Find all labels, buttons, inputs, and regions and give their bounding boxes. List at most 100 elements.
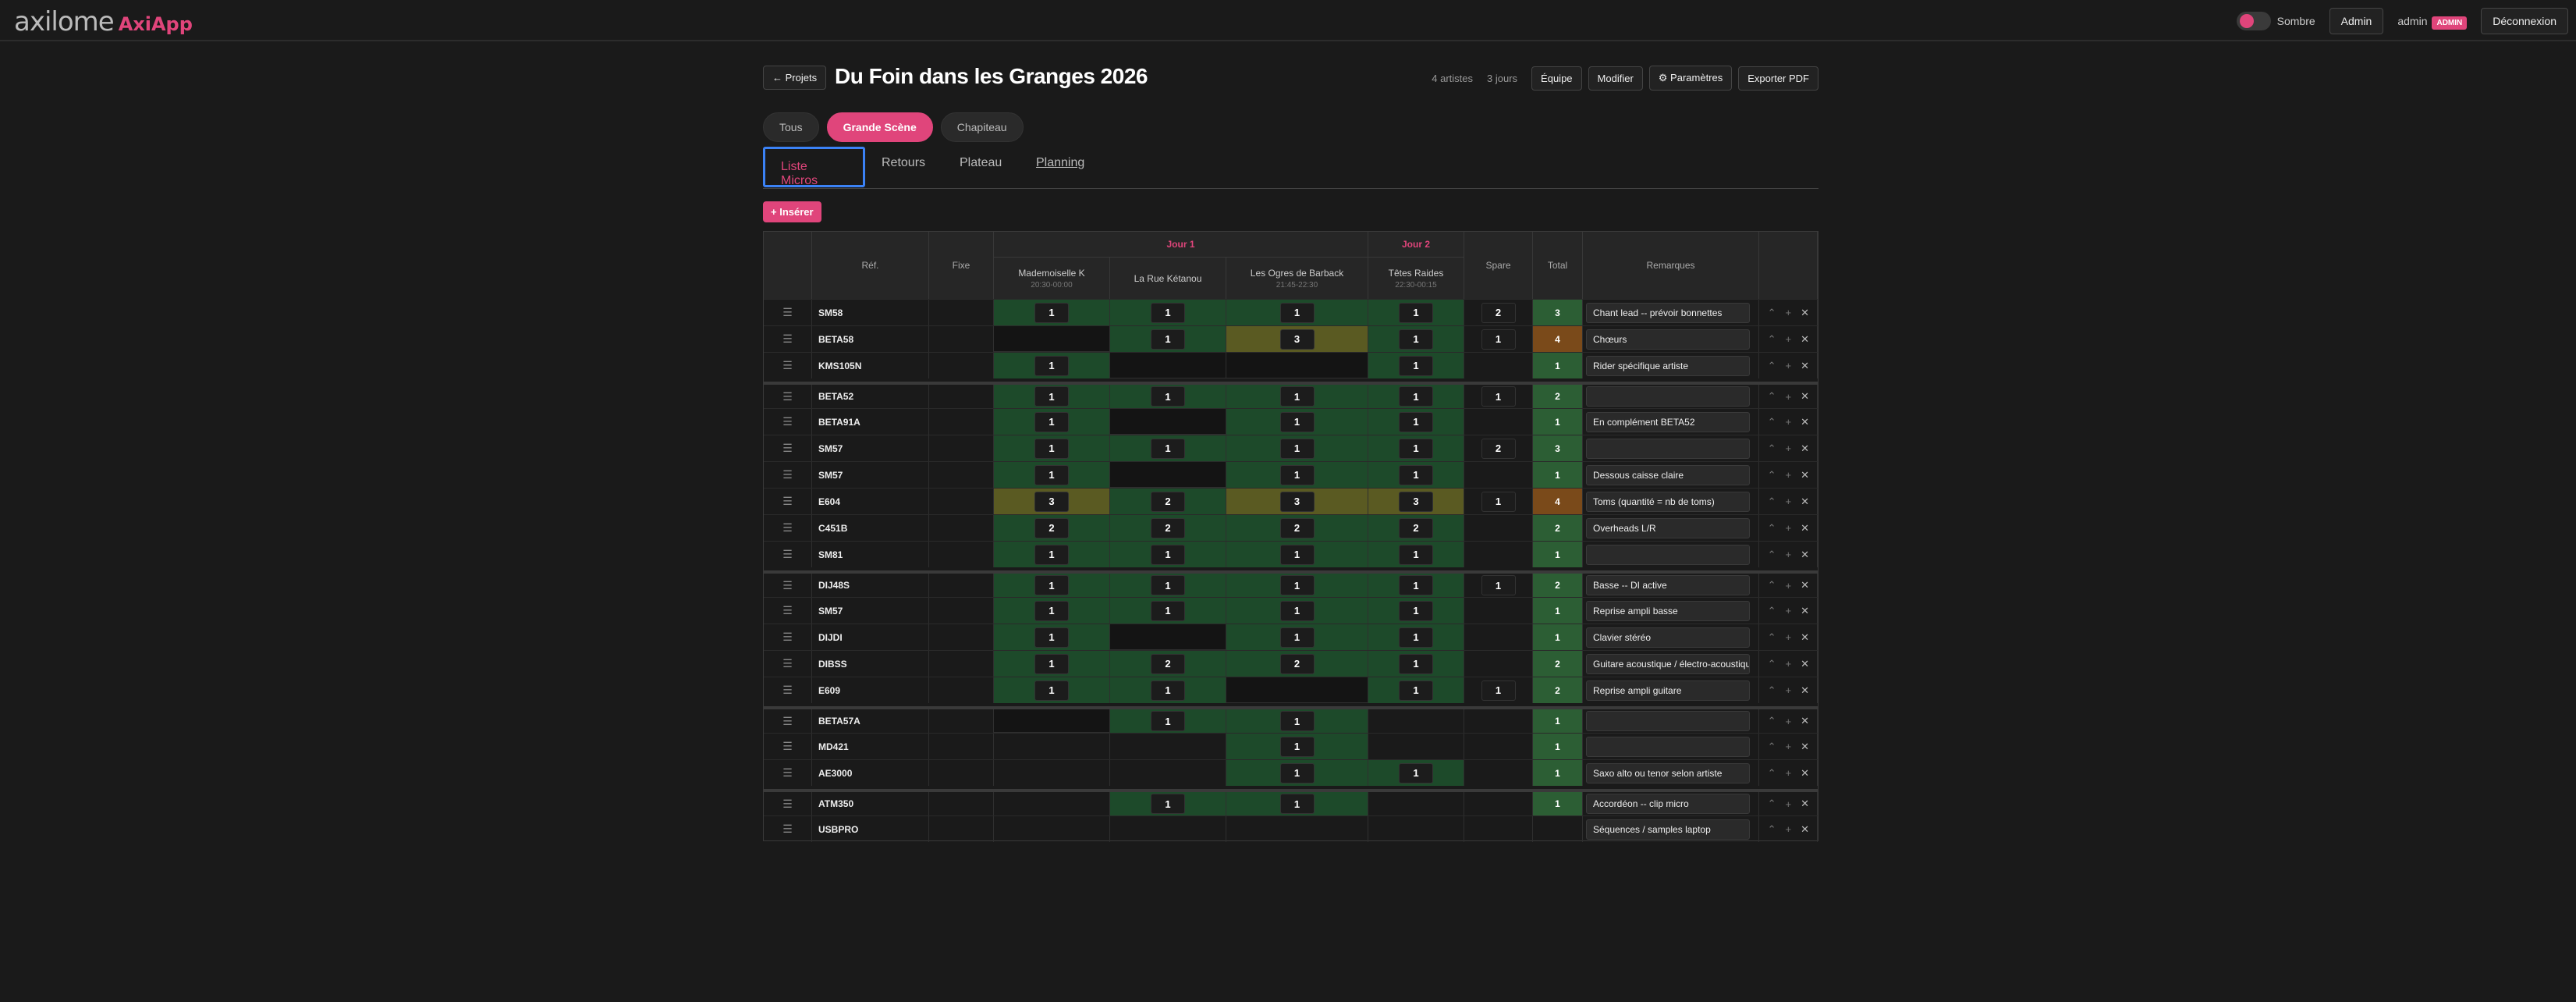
- quantity-input[interactable]: 1: [1034, 464, 1069, 485]
- quantity-input[interactable]: 3: [1399, 491, 1433, 512]
- quantity-cell[interactable]: 1: [994, 677, 1110, 703]
- fixe-cell[interactable]: [929, 574, 994, 597]
- delete-row-icon[interactable]: ✕: [1801, 306, 1809, 318]
- drag-handle-icon[interactable]: ☰: [764, 300, 812, 325]
- add-row-icon[interactable]: +: [1785, 741, 1792, 752]
- add-row-icon[interactable]: +: [1785, 715, 1792, 727]
- move-up-icon[interactable]: ⌃: [1767, 468, 1776, 481]
- spare-input[interactable]: 1: [1481, 575, 1516, 595]
- quantity-cell[interactable]: [994, 326, 1110, 352]
- quantity-input[interactable]: 1: [1279, 711, 1315, 731]
- quantity-cell[interactable]: 1: [1226, 624, 1368, 650]
- remark-input[interactable]: Chant lead -- prévoir bonnettes: [1586, 302, 1750, 323]
- delete-row-icon[interactable]: ✕: [1801, 823, 1809, 835]
- quantity-cell[interactable]: 1: [1226, 462, 1368, 488]
- drag-handle-icon[interactable]: ☰: [764, 435, 812, 461]
- quantity-cell[interactable]: [994, 709, 1110, 733]
- quantity-cell[interactable]: 2: [1110, 489, 1226, 514]
- remark-input[interactable]: Dessous caisse claire: [1586, 464, 1750, 485]
- quantity-cell[interactable]: 1: [1110, 300, 1226, 325]
- quantity-cell[interactable]: 2: [1226, 515, 1368, 541]
- quantity-input[interactable]: 1: [1151, 329, 1185, 350]
- quantity-cell[interactable]: 1: [1110, 677, 1226, 703]
- remark-input[interactable]: Reprise ampli guitare: [1586, 680, 1750, 701]
- logout-button[interactable]: Déconnexion: [2481, 8, 2568, 34]
- quantity-input[interactable]: 1: [1151, 302, 1185, 323]
- add-row-icon[interactable]: +: [1785, 823, 1792, 835]
- spare-cell[interactable]: 1: [1464, 326, 1533, 352]
- quantity-cell[interactable]: 1: [1368, 760, 1464, 786]
- drag-handle-icon[interactable]: ☰: [764, 760, 812, 786]
- spare-cell[interactable]: [1464, 462, 1533, 488]
- delete-row-icon[interactable]: ✕: [1801, 521, 1809, 534]
- ref-cell[interactable]: SM58: [812, 300, 929, 325]
- move-up-icon[interactable]: ⌃: [1767, 740, 1776, 752]
- quantity-cell[interactable]: 1: [1110, 326, 1226, 352]
- quantity-input[interactable]: 1: [1151, 794, 1185, 814]
- ref-cell[interactable]: SM81: [812, 542, 929, 567]
- move-up-icon[interactable]: ⌃: [1767, 604, 1776, 616]
- remark-input[interactable]: [1586, 386, 1750, 407]
- quantity-cell[interactable]: 1: [1110, 574, 1226, 597]
- drag-handle-icon[interactable]: ☰: [764, 598, 812, 624]
- remark-input[interactable]: Séquences / samples laptop: [1586, 819, 1750, 840]
- add-row-icon[interactable]: +: [1785, 333, 1792, 345]
- remark-input[interactable]: Basse -- DI active: [1586, 575, 1750, 595]
- add-row-icon[interactable]: +: [1785, 307, 1792, 318]
- fixe-cell[interactable]: [929, 515, 994, 541]
- move-up-icon[interactable]: ⌃: [1767, 684, 1776, 696]
- ref-cell[interactable]: DIJDI: [812, 624, 929, 650]
- ref-cell[interactable]: USBPRO: [812, 816, 929, 842]
- quantity-input[interactable]: 1: [1034, 653, 1069, 674]
- ref-cell[interactable]: E609: [812, 677, 929, 703]
- quantity-input[interactable]: 1: [1151, 386, 1185, 407]
- tab-liste-micros[interactable]: Liste Micros: [763, 147, 865, 187]
- quantity-cell[interactable]: 1: [994, 300, 1110, 325]
- tab-plateau[interactable]: Plateau: [960, 156, 1002, 169]
- delete-row-icon[interactable]: ✕: [1801, 548, 1809, 560]
- fixe-cell[interactable]: [929, 435, 994, 461]
- delete-row-icon[interactable]: ✕: [1801, 390, 1809, 402]
- quantity-cell[interactable]: 1: [1110, 792, 1226, 815]
- ref-cell[interactable]: BETA58: [812, 326, 929, 352]
- quantity-input[interactable]: 1: [1151, 575, 1185, 595]
- remark-input[interactable]: Reprise ampli basse: [1586, 600, 1750, 621]
- quantity-input[interactable]: 1: [1399, 438, 1433, 459]
- quantity-input[interactable]: 1: [1399, 627, 1433, 648]
- spare-cell[interactable]: 1: [1464, 677, 1533, 703]
- quantity-input[interactable]: 2: [1399, 517, 1433, 538]
- ref-cell[interactable]: BETA52: [812, 385, 929, 408]
- drag-handle-icon[interactable]: ☰: [764, 816, 812, 842]
- stage-chapiteau[interactable]: Chapiteau: [940, 112, 1024, 142]
- remark-input[interactable]: Accordéon -- clip micro: [1586, 794, 1750, 814]
- quantity-input[interactable]: 1: [1279, 302, 1315, 323]
- quantity-input[interactable]: 1: [1279, 575, 1315, 595]
- quantity-cell[interactable]: 1: [1226, 734, 1368, 759]
- quantity-cell[interactable]: 1: [994, 598, 1110, 624]
- quantity-input[interactable]: 1: [1399, 575, 1433, 595]
- quantity-input[interactable]: 1: [1279, 464, 1315, 485]
- remark-input[interactable]: Clavier stéréo: [1586, 627, 1750, 648]
- move-up-icon[interactable]: ⌃: [1767, 442, 1776, 454]
- quantity-cell[interactable]: [994, 816, 1110, 842]
- quantity-cell[interactable]: 2: [1368, 515, 1464, 541]
- spare-cell[interactable]: [1464, 598, 1533, 624]
- quantity-cell[interactable]: 1: [1368, 598, 1464, 624]
- fixe-cell[interactable]: [929, 792, 994, 815]
- quantity-cell[interactable]: 1: [1368, 542, 1464, 567]
- quantity-input[interactable]: 1: [1399, 355, 1433, 376]
- drag-handle-icon[interactable]: ☰: [764, 542, 812, 567]
- quantity-cell[interactable]: 1: [994, 651, 1110, 677]
- quantity-input[interactable]: 3: [1279, 329, 1315, 350]
- delete-row-icon[interactable]: ✕: [1801, 715, 1809, 727]
- move-up-icon[interactable]: ⌃: [1767, 521, 1776, 534]
- ref-cell[interactable]: SM57: [812, 462, 929, 488]
- quantity-cell[interactable]: 1: [994, 462, 1110, 488]
- fixe-cell[interactable]: [929, 326, 994, 352]
- drag-handle-icon[interactable]: ☰: [764, 792, 812, 815]
- quantity-cell[interactable]: 1: [1368, 677, 1464, 703]
- move-up-icon[interactable]: ⌃: [1767, 332, 1776, 345]
- quantity-input[interactable]: 3: [1034, 491, 1069, 512]
- drag-handle-icon[interactable]: ☰: [764, 489, 812, 514]
- fixe-cell[interactable]: [929, 651, 994, 677]
